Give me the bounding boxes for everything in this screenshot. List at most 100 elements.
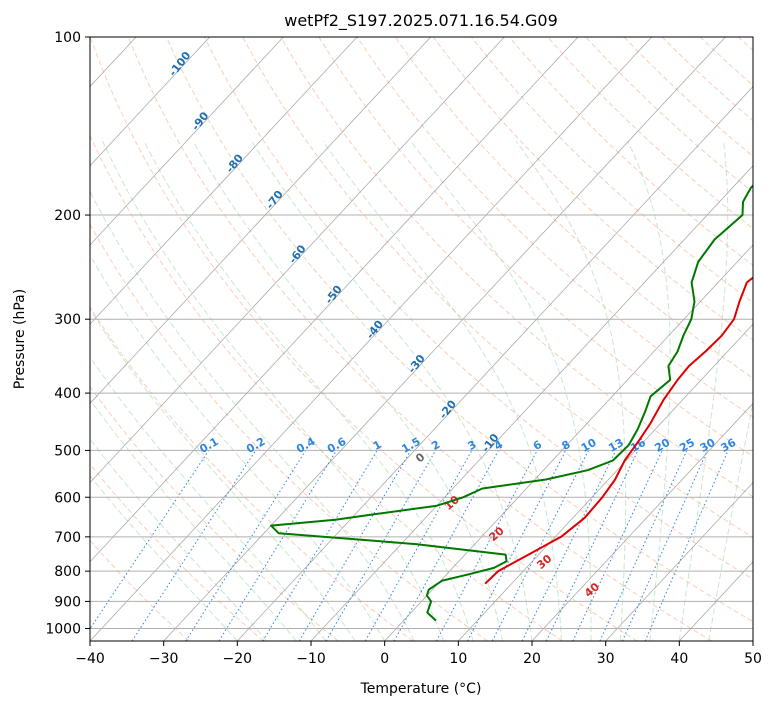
x-tick-label: 10 bbox=[449, 651, 467, 667]
isotherm bbox=[90, 37, 505, 484]
isotherm bbox=[237, 85, 753, 641]
y-tick-label: 200 bbox=[54, 208, 81, 224]
sounding-series bbox=[270, 184, 753, 622]
mixing-ratio-label: 30 bbox=[698, 436, 718, 455]
y-tick-label: 400 bbox=[54, 386, 81, 402]
isotherm bbox=[90, 37, 284, 246]
y-tick-label: 700 bbox=[54, 530, 81, 546]
mixing-ratio-line bbox=[131, 450, 257, 641]
moist-adiabat bbox=[143, 140, 474, 641]
moist-adiabat bbox=[322, 140, 562, 641]
isotherm-label: -60 bbox=[286, 242, 309, 266]
axis-ticks: −40 −30 −20 −10 0 10 20 30 40 5010020030040050060… bbox=[45, 30, 762, 667]
isotherm bbox=[605, 481, 753, 641]
moist-adiabat bbox=[90, 398, 297, 641]
mixing-ratio-line bbox=[393, 450, 499, 641]
x-axis-label: Temperature (°C) bbox=[360, 681, 482, 697]
isotherm bbox=[0, 37, 62, 641]
isotherm-label: -100 bbox=[166, 49, 193, 79]
isotherm-label: -50 bbox=[322, 283, 345, 307]
dry-adiabat bbox=[127, 37, 712, 641]
warm-line-label: 0 bbox=[413, 450, 427, 465]
mixing-ratio-line bbox=[185, 450, 307, 641]
dry-adiabat bbox=[356, 37, 753, 418]
isotherm bbox=[752, 640, 753, 641]
mixing-ratio-line bbox=[545, 450, 639, 641]
dry-adiabat bbox=[90, 539, 190, 641]
dry-adiabat bbox=[90, 223, 488, 641]
dry-adiabat bbox=[509, 37, 753, 266]
moist-adiabat bbox=[90, 190, 415, 641]
isotherm-label: -90 bbox=[189, 109, 212, 133]
background-lines bbox=[0, 37, 753, 641]
dry-adiabat bbox=[585, 37, 753, 193]
isotherm bbox=[163, 37, 726, 641]
warm-line-label: 30 bbox=[534, 552, 554, 572]
dry-adiabat bbox=[280, 37, 753, 498]
mixing-ratio-line bbox=[262, 450, 378, 641]
y-tick-label: 300 bbox=[54, 312, 81, 328]
mixing-ratio-line bbox=[621, 450, 708, 641]
dry-adiabat bbox=[242, 37, 753, 539]
dry-adiabat bbox=[204, 37, 753, 580]
mixing-ratio-line bbox=[298, 450, 412, 641]
line-annotations: 0.1 0.2 0.4 0.6 1 1.5 2 3 4 6 8 10 13 16 20 25 30 36-100-… bbox=[166, 49, 738, 600]
moist-adiabat bbox=[678, 141, 729, 641]
x-tick-label: 40 bbox=[670, 651, 688, 667]
isotherm bbox=[458, 323, 753, 641]
isotherm-label: -20 bbox=[437, 397, 460, 421]
x-tick-label: 20 bbox=[523, 651, 541, 667]
y-tick-label: 500 bbox=[54, 443, 81, 459]
dry-adiabat bbox=[90, 463, 264, 641]
isotherm bbox=[679, 561, 753, 641]
mixing-ratio-line bbox=[521, 450, 617, 641]
isotherm bbox=[90, 37, 653, 641]
isotherm-label: -70 bbox=[263, 188, 286, 212]
grid-lines bbox=[90, 37, 753, 629]
dry-adiabat bbox=[90, 37, 638, 641]
x-tick-label: −10 bbox=[296, 651, 326, 667]
x-tick-label: 30 bbox=[597, 651, 615, 667]
y-tick-label: 800 bbox=[54, 564, 81, 580]
mixing-ratio-line bbox=[435, 450, 538, 641]
isotherm-label: -40 bbox=[364, 317, 387, 341]
isotherm bbox=[90, 37, 432, 404]
mixing-ratio-label: 0.4 bbox=[294, 435, 318, 456]
x-tick-label: 0 bbox=[380, 651, 389, 667]
mixing-ratio-label: 25 bbox=[677, 436, 697, 455]
moist-adiabat bbox=[515, 140, 627, 641]
mixing-ratio-line bbox=[218, 450, 337, 641]
mixing-ratio-label: 0.1 bbox=[197, 435, 220, 456]
y-tick-label: 100 bbox=[54, 30, 81, 46]
temperature-profile bbox=[484, 276, 753, 585]
dry-adiabat bbox=[90, 306, 414, 641]
x-tick-label: −40 bbox=[75, 651, 105, 667]
y-axis-label: Pressure (hPa) bbox=[12, 289, 28, 389]
x-tick-label: 50 bbox=[744, 651, 762, 667]
isotherm bbox=[90, 37, 211, 167]
moist-adiabat bbox=[90, 356, 327, 641]
moist-adiabat bbox=[627, 140, 671, 641]
dry-adiabat bbox=[471, 37, 753, 303]
dry-adiabat bbox=[165, 37, 753, 623]
moist-adiabat bbox=[90, 254, 386, 641]
mixing-ratio-label: 20 bbox=[653, 436, 673, 455]
isotherm bbox=[531, 402, 753, 641]
mixing-ratio-line bbox=[325, 450, 437, 641]
y-tick-label: 900 bbox=[54, 594, 81, 610]
mixing-ratio-line bbox=[599, 450, 688, 641]
x-tick-label: −20 bbox=[223, 651, 253, 667]
mixing-ratio-line bbox=[644, 450, 729, 641]
mixing-ratio-line bbox=[364, 450, 473, 641]
moist-adiabat bbox=[251, 140, 533, 641]
isotherm bbox=[310, 165, 753, 641]
moist-adiabat bbox=[90, 475, 238, 641]
mixing-ratio-label: 10 bbox=[579, 436, 599, 455]
mixing-ratio-label: 36 bbox=[719, 436, 739, 455]
mixing-ratio-label: 0.6 bbox=[325, 435, 349, 456]
chart-title: wetPf2_S197.2025.071.16.54.G09 bbox=[284, 11, 558, 31]
moist-adiabat bbox=[102, 140, 445, 641]
moist-adiabat bbox=[90, 438, 268, 641]
dry-adiabat bbox=[547, 37, 753, 230]
